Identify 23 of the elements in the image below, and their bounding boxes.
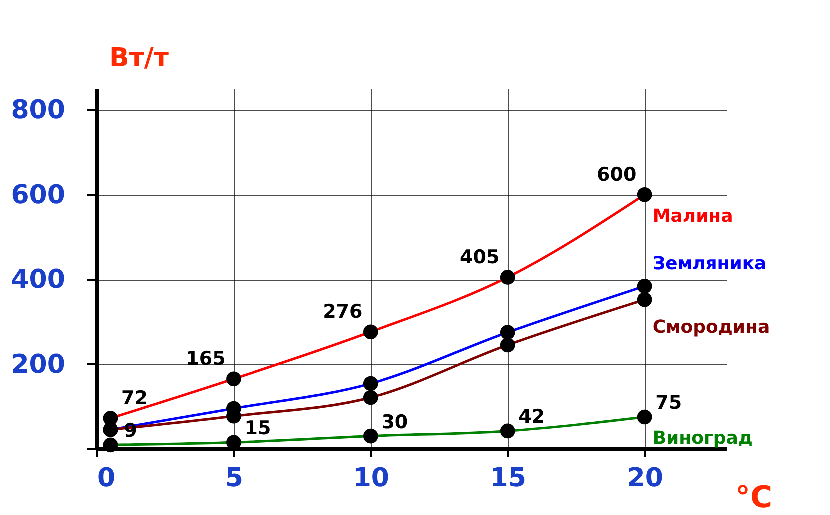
x-tick-label: 0 [98, 464, 116, 494]
data-label: 600 [596, 164, 637, 186]
data-label: 75 [656, 392, 682, 414]
series-label: Земляника [652, 253, 767, 274]
y-tick-label: 800 [11, 96, 66, 126]
y-tick-label: 200 [11, 350, 66, 380]
x-tick-label: 15 [490, 464, 526, 494]
y-tick-label: 600 [11, 180, 66, 210]
series-label: Смородина [652, 316, 770, 338]
data-label: 405 [460, 246, 500, 268]
data-label: 15 [244, 418, 272, 440]
y-tick-label: 400 [11, 265, 66, 296]
series-label: Малина [652, 206, 734, 227]
y-axis-title: Вт/т [110, 44, 169, 74]
series-label: Виноград [652, 428, 753, 450]
x-axis-title: °C [735, 480, 772, 515]
data-label: 72 [121, 388, 148, 410]
data-label: 276 [323, 301, 363, 324]
x-tick-label: 10 [353, 464, 390, 494]
x-tick-label: 5 [225, 464, 244, 494]
data-label: 42 [518, 406, 546, 428]
data-label: 30 [382, 411, 408, 434]
x-tick-label: 20 [627, 464, 664, 494]
